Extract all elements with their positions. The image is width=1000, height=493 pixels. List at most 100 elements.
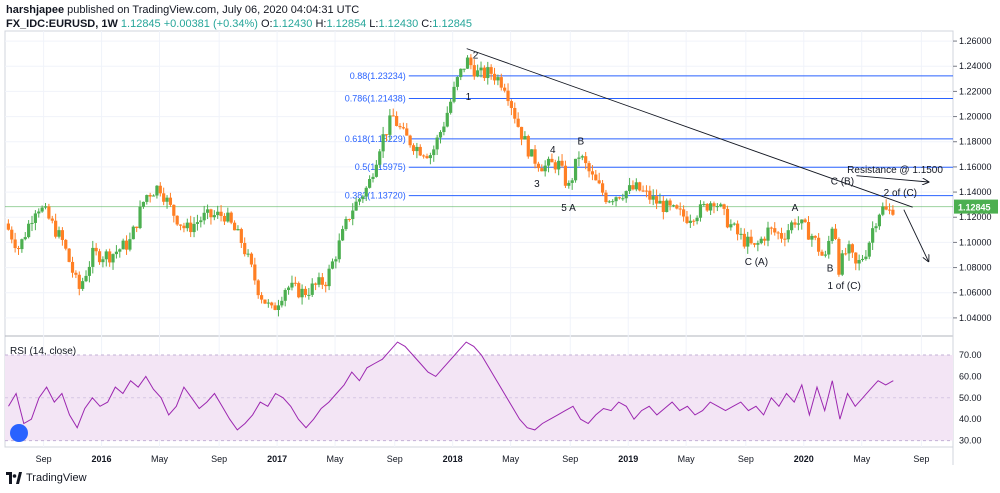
price-tick-label: 1.06000 xyxy=(959,288,992,298)
candle-body xyxy=(266,302,270,304)
wave-annotation: 1 of (C) xyxy=(827,281,860,292)
open-label: O: xyxy=(260,18,273,30)
time-tick-label: May xyxy=(678,454,696,464)
last-price: 1.12845 xyxy=(120,18,161,30)
candle-body xyxy=(64,239,68,249)
time-tick-label: Sep xyxy=(562,454,578,464)
candle-body xyxy=(604,192,608,203)
candle-body xyxy=(16,248,21,250)
price-tick-label: 1.14000 xyxy=(959,187,992,197)
price-tick-label: 1.26000 xyxy=(959,36,992,46)
candle-body xyxy=(692,220,696,222)
candle-body xyxy=(678,208,682,210)
candle-body xyxy=(418,146,422,156)
candle-body xyxy=(239,229,243,244)
candle-body xyxy=(719,204,723,207)
candle-body xyxy=(509,101,514,108)
candle-body xyxy=(118,249,122,252)
candle-body xyxy=(752,243,757,245)
candle-body xyxy=(776,232,780,234)
candle-body xyxy=(681,209,686,217)
published-text: published on TradingView.com, July 06, 2… xyxy=(67,4,360,16)
candle-body xyxy=(800,219,804,224)
candle-body xyxy=(303,288,308,295)
candle-body xyxy=(74,272,78,275)
candle-body xyxy=(151,195,156,197)
wave-annotation: B xyxy=(577,136,584,147)
candle-body xyxy=(712,203,716,207)
candle-body xyxy=(351,210,355,220)
candle-body xyxy=(746,236,750,247)
candle-body xyxy=(43,206,48,208)
candle-body xyxy=(236,229,240,231)
candle-body xyxy=(462,68,466,70)
candle-body xyxy=(786,230,790,240)
candle-body xyxy=(368,178,372,188)
candle-body xyxy=(395,115,399,126)
candle-body xyxy=(391,115,395,117)
candle-body xyxy=(584,156,588,164)
time-tick-label: Sep xyxy=(36,454,52,464)
candle-body xyxy=(648,190,652,200)
candle-body xyxy=(381,134,385,152)
candle-body xyxy=(327,268,331,287)
candle-body xyxy=(199,220,203,223)
candle-body xyxy=(773,228,777,233)
candle-body xyxy=(790,222,794,231)
candle-body xyxy=(688,220,692,223)
candle-body xyxy=(384,134,389,136)
candle-body xyxy=(732,223,736,225)
candle-body xyxy=(891,209,895,215)
candle-body xyxy=(320,277,324,285)
author-name[interactable]: harshjapee xyxy=(6,4,65,16)
candle-body xyxy=(850,244,854,253)
candle-body xyxy=(506,90,510,102)
candle-body xyxy=(10,229,14,240)
footer-brand[interactable]: TradingView xyxy=(26,472,87,484)
candle-body xyxy=(479,67,483,71)
candle-body xyxy=(138,206,142,229)
candle-body xyxy=(290,282,294,288)
candle-body xyxy=(354,201,358,211)
candle-body xyxy=(270,302,274,306)
candle-body xyxy=(330,261,335,269)
fib-label: 0.5(1.15975) xyxy=(355,162,406,172)
candle-body xyxy=(229,212,233,223)
symbol-label[interactable]: FX_IDC:EURUSD, 1W xyxy=(6,18,118,30)
candle-body xyxy=(695,217,699,222)
open-value: 1.12430 xyxy=(272,18,313,30)
time-tick-label: 2019 xyxy=(618,454,638,464)
candle-body xyxy=(192,223,196,233)
candle-body xyxy=(104,251,108,260)
candle-body xyxy=(590,171,595,175)
candle-body xyxy=(769,227,773,229)
candle-body xyxy=(803,219,807,223)
drawings[interactable] xyxy=(466,48,929,262)
candle-body xyxy=(796,223,800,225)
candle-body xyxy=(226,212,230,222)
candle-body xyxy=(654,196,659,204)
candle-body xyxy=(135,226,139,229)
candle-body xyxy=(594,174,598,181)
candle-body xyxy=(779,233,784,239)
candle-body xyxy=(823,254,827,256)
time-tick-label: 2020 xyxy=(794,454,814,464)
candle-body xyxy=(30,222,34,224)
wave-annotation: 4 xyxy=(550,145,556,156)
candle-body xyxy=(867,242,871,257)
candle-body xyxy=(519,126,524,140)
candle-body xyxy=(425,156,429,159)
price-tick-label: 1.12000 xyxy=(959,212,992,222)
candle-body xyxy=(459,68,463,78)
candle-body xyxy=(101,259,105,263)
price-tick-label: 1.08000 xyxy=(959,263,992,273)
candle-body xyxy=(50,218,54,221)
candle-body xyxy=(33,213,37,223)
price-tick-label: 1.10000 xyxy=(959,237,992,247)
candle-body xyxy=(249,253,254,265)
candle-body xyxy=(162,193,166,202)
crosshair-cursor[interactable] xyxy=(10,424,28,442)
candle-body xyxy=(273,305,277,310)
time-tick-label: Sep xyxy=(211,454,227,464)
